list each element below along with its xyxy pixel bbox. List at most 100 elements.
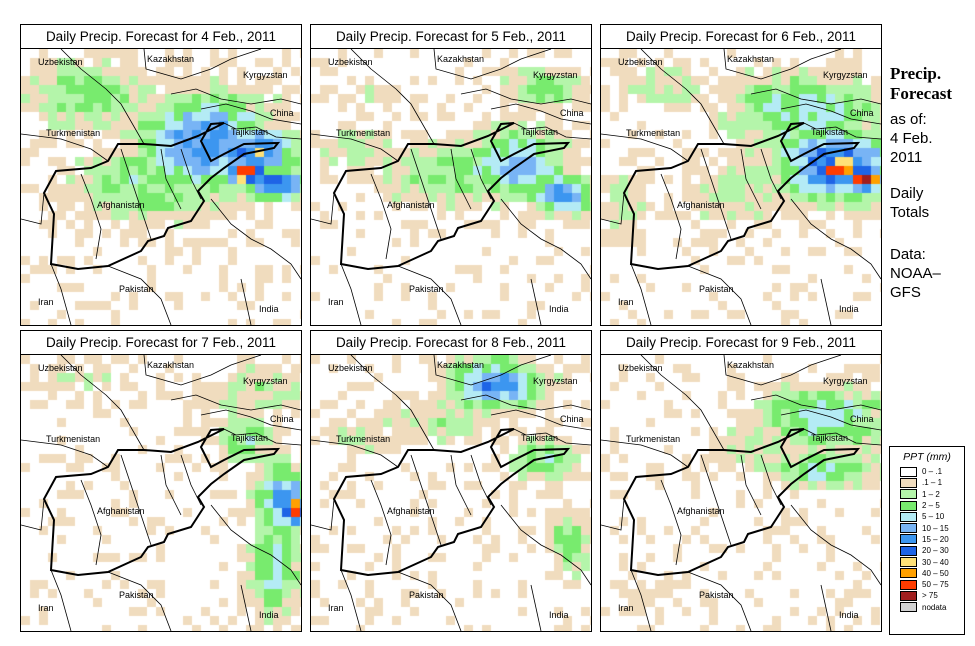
panel-title: Daily Precip. Forecast for 6 Feb., 2011 <box>601 25 881 49</box>
panel-title: Daily Precip. Forecast for 4 Feb., 2011 <box>21 25 301 49</box>
country-label-kyrgyzstan: Kyrgyzstan <box>533 70 578 80</box>
country-label-uzbekistan: Uzbekistan <box>618 363 663 373</box>
as-of-year: 2011 <box>890 149 923 166</box>
legend-label: 2 – 5 <box>922 501 940 511</box>
legend-swatch <box>900 511 917 522</box>
country-label-tajikistan: Tajikistan <box>521 433 559 443</box>
country-label-pakistan: Pakistan <box>699 590 734 600</box>
country-label-pakistan: Pakistan <box>119 590 154 600</box>
precip-grid <box>311 49 591 325</box>
country-label-china: China <box>560 414 584 424</box>
legend-item: > 75 <box>900 590 964 601</box>
side-title: Precip. Forecast <box>890 64 952 104</box>
totals-note: Daily Totals <box>890 184 929 222</box>
panel-title: Daily Precip. Forecast for 8 Feb., 2011 <box>311 331 591 355</box>
panel-title: Daily Precip. Forecast for 9 Feb., 2011 <box>601 331 881 355</box>
country-label-pakistan: Pakistan <box>699 284 734 294</box>
precip-grid <box>601 355 881 631</box>
legend-swatch <box>900 534 917 545</box>
country-label-turkmenistan: Turkmenistan <box>336 128 391 138</box>
data-label: Data: <box>890 246 926 263</box>
country-label-afghanistan: Afghanistan <box>677 506 725 516</box>
country-label-uzbekistan: Uzbekistan <box>328 363 373 373</box>
precip-map: Uzbekistan Kazakhstan Kyrgyzstan China Turkm… <box>601 355 881 631</box>
country-label-india: India <box>259 610 279 620</box>
country-label-tajikistan: Tajikistan <box>811 433 849 443</box>
legend-label: 40 – 50 <box>922 568 949 578</box>
country-label-turkmenistan: Turkmenistan <box>626 128 681 138</box>
precip-map: Uzbekistan Kazakhstan Kyrgyzstan China Turkm… <box>601 49 881 325</box>
country-label-kyrgyzstan: Kyrgyzstan <box>823 70 868 80</box>
title-line-2: Forecast <box>890 84 952 103</box>
country-label-turkmenistan: Turkmenistan <box>336 434 391 444</box>
legend-label: 30 – 40 <box>922 557 949 567</box>
country-label-turkmenistan: Turkmenistan <box>46 128 101 138</box>
totals-line-2: Totals <box>890 204 930 221</box>
legend-item: 1 – 2 <box>900 489 964 500</box>
country-label-kazakhstan: Kazakhstan <box>727 54 775 64</box>
forecast-panel: Daily Precip. Forecast for 8 Feb., 2011 U… <box>310 330 592 632</box>
country-label-iran: Iran <box>618 297 634 307</box>
country-label-iran: Iran <box>618 603 634 613</box>
country-label-kazakhstan: Kazakhstan <box>437 360 485 370</box>
precip-grid <box>311 355 591 631</box>
panel-title: Daily Precip. Forecast for 5 Feb., 2011 <box>311 25 591 49</box>
legend-title: PPT (mm) <box>903 451 951 463</box>
country-label-uzbekistan: Uzbekistan <box>618 57 663 67</box>
border-lines <box>601 355 881 631</box>
legend-swatch <box>900 477 917 488</box>
border-lines <box>601 49 881 325</box>
legend-label: 10 – 15 <box>922 523 949 533</box>
country-label-kyrgyzstan: Kyrgyzstan <box>823 376 868 386</box>
country-label-kyrgyzstan: Kyrgyzstan <box>533 376 578 386</box>
data-source-2: GFS <box>890 284 921 301</box>
precip-grid <box>601 49 881 325</box>
country-label-kazakhstan: Kazakhstan <box>727 360 775 370</box>
country-label-china: China <box>850 108 874 118</box>
country-label-india: India <box>839 304 859 314</box>
border-lines <box>21 49 301 325</box>
legend-label: 0 – .1 <box>922 467 943 477</box>
legend-swatch <box>900 500 917 511</box>
country-label-turkmenistan: Turkmenistan <box>46 434 101 444</box>
legend-swatch <box>900 568 917 579</box>
country-label-tajikistan: Tajikistan <box>231 433 269 443</box>
country-label-afghanistan: Afghanistan <box>677 200 725 210</box>
precip-map: Uzbekistan Kazakhstan Kyrgyzstan China Turkm… <box>21 49 301 325</box>
country-label-kyrgyzstan: Kyrgyzstan <box>243 376 288 386</box>
legend-item: 20 – 30 <box>900 545 964 556</box>
legend-label: 5 – 10 <box>922 512 945 522</box>
as-of: as of: 4 Feb. 2011 <box>890 110 933 167</box>
country-label-afghanistan: Afghanistan <box>97 200 145 210</box>
legend-item: 5 – 10 <box>900 511 964 522</box>
title-line-1: Precip. <box>890 64 942 83</box>
country-label-india: India <box>549 304 569 314</box>
legend-label: 1 – 2 <box>922 489 940 499</box>
forecast-panel: Daily Precip. Forecast for 7 Feb., 2011 U… <box>20 330 302 632</box>
legend-item: 50 – 75 <box>900 579 964 590</box>
panel-title: Daily Precip. Forecast for 7 Feb., 2011 <box>21 331 301 355</box>
precip-map: Uzbekistan Kazakhstan Kyrgyzstan China Turkm… <box>311 355 591 631</box>
country-label-afghanistan: Afghanistan <box>387 200 435 210</box>
country-label-afghanistan: Afghanistan <box>387 506 435 516</box>
country-label-india: India <box>549 610 569 620</box>
precip-grid <box>21 49 301 325</box>
forecast-panel: Daily Precip. Forecast for 6 Feb., 2011 U… <box>600 24 882 326</box>
country-label-china: China <box>270 414 294 424</box>
border-lines <box>311 355 591 631</box>
country-label-uzbekistan: Uzbekistan <box>328 57 373 67</box>
legend-swatch <box>900 466 917 477</box>
as-of-date: 4 Feb. <box>890 130 933 147</box>
country-label-india: India <box>259 304 279 314</box>
country-label-kyrgyzstan: Kyrgyzstan <box>243 70 288 80</box>
country-label-pakistan: Pakistan <box>409 284 444 294</box>
as-of-label: as of: <box>890 111 927 128</box>
country-label-iran: Iran <box>38 603 54 613</box>
forecast-panel: Daily Precip. Forecast for 5 Feb., 2011 U… <box>310 24 592 326</box>
border-lines <box>311 49 591 325</box>
country-label-kazakhstan: Kazakhstan <box>147 54 195 64</box>
country-label-iran: Iran <box>328 297 344 307</box>
legend-item: nodata <box>900 602 964 613</box>
precip-map: Uzbekistan Kazakhstan Kyrgyzstan China Turkm… <box>21 355 301 631</box>
